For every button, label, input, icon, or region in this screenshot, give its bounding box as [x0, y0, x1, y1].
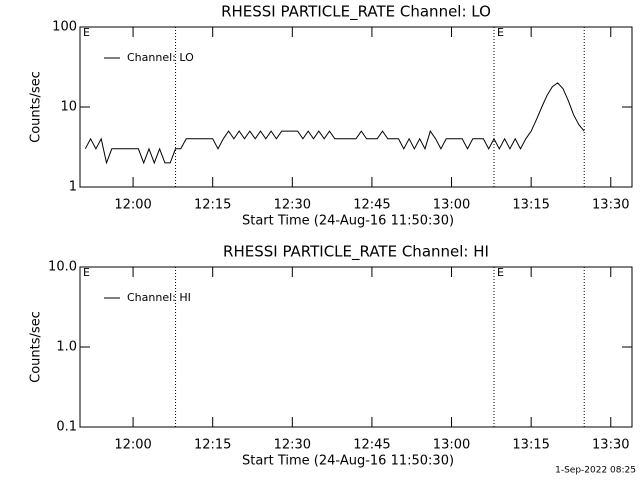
chart-title: RHESSI PARTICLE_RATE Channel: LO — [221, 3, 491, 22]
x-tick-label: 13:30 — [592, 438, 629, 453]
x-tick-label: 13:15 — [512, 198, 549, 213]
y-tick-label: 10 — [60, 100, 77, 115]
y-tick-label: 10.0 — [48, 260, 77, 275]
footer: 1-Sep-2022 08:25 — [555, 466, 636, 476]
y-tick-label: 0.1 — [56, 420, 77, 435]
x-tick-label: 13:00 — [433, 438, 470, 453]
x-tick-label: 13:30 — [592, 198, 629, 213]
legend-label: Channel: LO — [127, 51, 194, 64]
y-axis-label: Counts/sec — [29, 311, 44, 383]
x-tick-label: 12:30 — [274, 438, 311, 453]
x-tick-label: 12:30 — [274, 198, 311, 213]
annotation: E — [83, 26, 90, 39]
x-tick-label: 13:15 — [512, 438, 549, 453]
annotation: E — [497, 26, 504, 39]
x-tick-label: 12:00 — [114, 198, 151, 213]
x-axis-label: Start Time (24-Aug-16 11:50:30) — [242, 454, 454, 469]
legend-label: Channel: HI — [127, 291, 191, 304]
annotation: E — [83, 266, 90, 279]
x-tick-label: 12:45 — [353, 198, 390, 213]
data-line — [84, 82, 585, 165]
x-tick-label: 12:45 — [353, 438, 390, 453]
y-tick-label: 1.0 — [56, 340, 77, 355]
x-tick-label: 12:00 — [114, 438, 151, 453]
y-tick-label: 100 — [52, 20, 77, 35]
y-tick-label: 1 — [69, 180, 77, 195]
x-axis-label: Start Time (24-Aug-16 11:50:30) — [242, 214, 454, 229]
x-tick-label: 12:15 — [194, 438, 231, 453]
x-tick-label: 12:15 — [194, 198, 231, 213]
x-tick-label: 13:00 — [433, 198, 470, 213]
chart-title: RHESSI PARTICLE_RATE Channel: HI — [223, 243, 489, 262]
annotation: E — [497, 266, 504, 279]
y-axis-label: Counts/sec — [29, 71, 44, 143]
